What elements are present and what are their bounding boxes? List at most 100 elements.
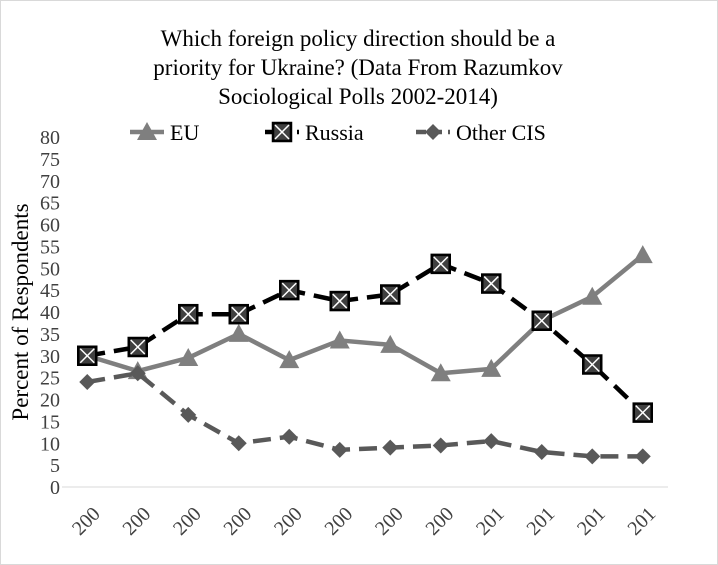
- data-point-other-cis: [634, 448, 651, 465]
- data-point-russia: [380, 284, 401, 305]
- legend-item-russia: Russia: [265, 120, 364, 145]
- x-tick-label: 201: [573, 503, 610, 540]
- data-point-other-cis: [584, 448, 601, 465]
- y-tick-label: 15: [40, 411, 60, 433]
- data-point-russia: [228, 303, 249, 325]
- data-point-eu: [632, 245, 653, 264]
- chart-title-line-2: priority for Ukraine? (Data From Razumko…: [153, 55, 563, 80]
- marker-cross-b: [534, 313, 550, 329]
- chart-title: Which foreign policy direction should be…: [153, 26, 563, 109]
- marker-cross-b: [130, 339, 146, 355]
- y-tick-label: 70: [40, 171, 60, 193]
- data-point-other-cis: [180, 406, 197, 423]
- data-point-eu: [279, 350, 300, 369]
- y-tick-label: 45: [40, 280, 60, 302]
- data-point-russia: [77, 345, 98, 366]
- series-line-eu: [86, 253, 645, 376]
- marker-cross-b: [274, 124, 290, 140]
- data-point-other-cis: [432, 437, 449, 454]
- y-tick-label: 0: [50, 477, 60, 499]
- x-tick-label: 201: [472, 503, 509, 540]
- x-tick-label: 200: [119, 503, 156, 540]
- x-axis: 200 200 200 200 200 200 200 200 201 201 201 201: [62, 486, 668, 540]
- y-tick-label: 20: [40, 390, 60, 412]
- data-point-other-cis: [382, 439, 399, 456]
- legend-label: Other CIS: [456, 120, 546, 145]
- data-point-russia: [481, 273, 502, 294]
- data-point-eu: [481, 358, 502, 377]
- legend-swatch-marker: [137, 122, 157, 140]
- legend-label: EU: [170, 120, 199, 145]
- data-point-other-cis: [230, 435, 247, 452]
- data-point-eu: [178, 347, 199, 366]
- x-tick-label: 200: [321, 503, 358, 540]
- marker-cross-b: [635, 405, 651, 421]
- marker-cross-b: [433, 256, 449, 272]
- marker-cross-b: [180, 306, 196, 322]
- data-point-eu: [430, 363, 451, 382]
- x-tick-label: 200: [371, 503, 408, 540]
- data-point-russia: [430, 253, 451, 275]
- y-tick-label: 55: [40, 236, 60, 258]
- marker-cross-b: [483, 276, 499, 292]
- y-tick-label: 35: [40, 324, 60, 346]
- y-tick-label: 5: [50, 455, 60, 477]
- x-tick-label: 200: [270, 503, 307, 540]
- data-point-eu: [329, 330, 350, 349]
- y-tick-label: 30: [40, 346, 60, 368]
- data-point-eu: [582, 286, 603, 305]
- legend-swatch-marker: [271, 121, 293, 143]
- x-tick-label: 200: [220, 503, 257, 540]
- marker-cross-b: [382, 286, 398, 303]
- y-tick-label: 75: [40, 149, 60, 171]
- data-point-other-cis: [79, 374, 96, 390]
- data-point-other-cis: [129, 365, 146, 382]
- y-axis-title: Percent of Respondents: [8, 203, 33, 420]
- series-russia: [77, 253, 653, 423]
- series-other-cis: [79, 365, 651, 465]
- x-tick-label: 200: [422, 503, 459, 540]
- data-point-other-cis: [533, 444, 550, 460]
- legend-item-eu: EU: [130, 120, 199, 145]
- y-tick-label: 40: [40, 302, 60, 324]
- data-point-other-cis: [483, 433, 500, 450]
- x-tick-label: 201: [523, 503, 560, 540]
- data-point-other-cis: [281, 428, 298, 445]
- y-tick-label: 25: [40, 368, 60, 390]
- legend-label: Russia: [305, 120, 364, 145]
- y-tick-label: 60: [40, 215, 60, 237]
- y-tick-label: 50: [40, 258, 60, 280]
- plot-area: [77, 245, 653, 465]
- series-line-other-cis: [86, 371, 643, 459]
- marker-cross-b: [332, 293, 348, 309]
- y-tick-label: 65: [40, 193, 60, 215]
- data-point-eu: [228, 323, 249, 342]
- marker-cross-b: [231, 306, 247, 322]
- marker-cross-b: [281, 282, 297, 298]
- legend: EU Russia Other CIS: [130, 120, 546, 145]
- data-point-other-cis: [331, 441, 348, 458]
- series-eu: [77, 245, 653, 382]
- data-point-eu: [380, 334, 401, 353]
- x-tick-label: 201: [624, 503, 661, 540]
- chart-title-line-3: Sociological Polls 2002-2014): [218, 84, 498, 109]
- y-tick-label: 80: [40, 127, 60, 149]
- marker-cross-b: [584, 356, 600, 373]
- series-line-russia: [86, 261, 645, 415]
- data-point-russia: [127, 336, 148, 358]
- legend-item-other-cis: Other CIS: [416, 120, 546, 145]
- y-tick-label: 10: [40, 433, 60, 455]
- data-point-russia: [329, 290, 350, 312]
- data-point-russia: [531, 310, 552, 331]
- chart-title-line-1: Which foreign policy direction should be…: [161, 26, 556, 51]
- x-tick-label: 200: [169, 503, 206, 540]
- marker-cross-b: [79, 348, 95, 364]
- data-point-russia: [582, 354, 603, 375]
- legend-swatch-marker: [425, 124, 441, 140]
- data-point-russia: [632, 402, 653, 423]
- x-tick-label: 200: [68, 503, 105, 540]
- data-point-russia: [279, 279, 300, 301]
